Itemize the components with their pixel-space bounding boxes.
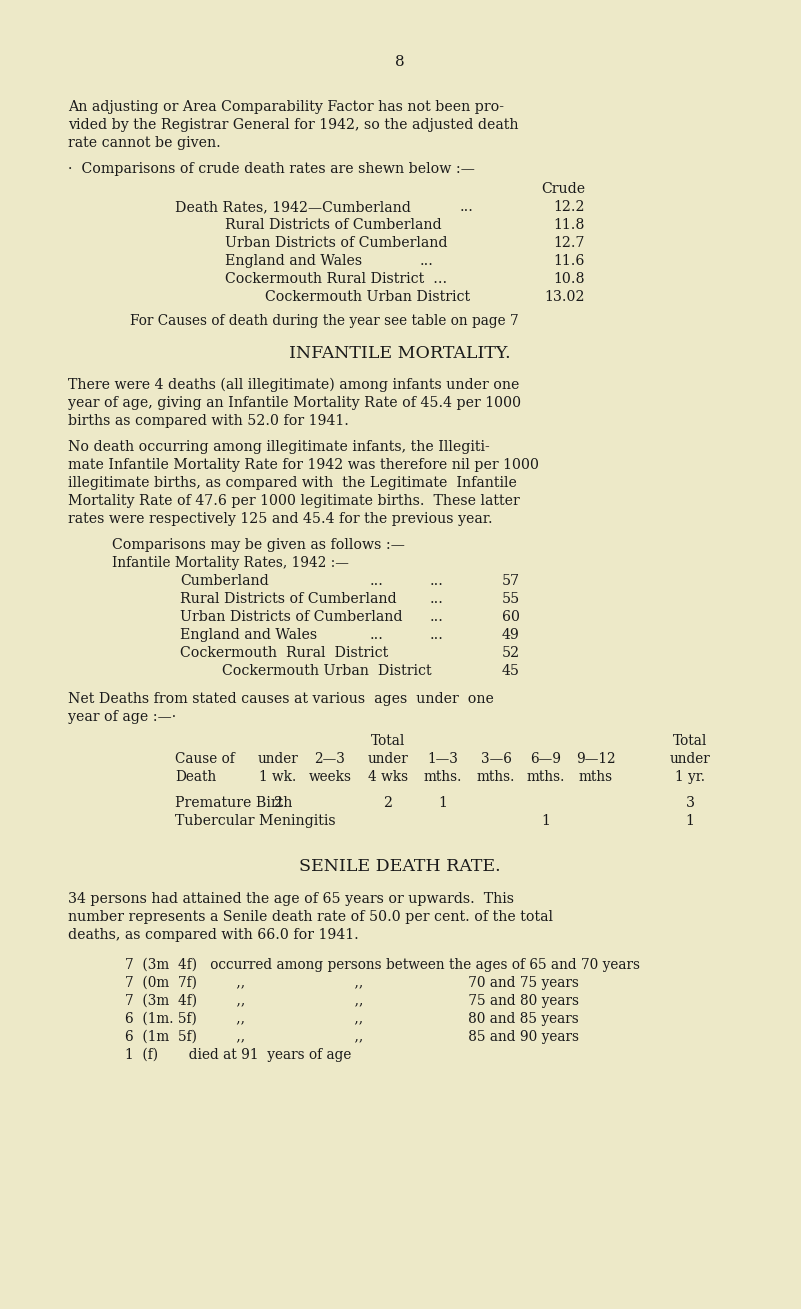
- Text: Cause of: Cause of: [175, 751, 235, 766]
- Text: 7  (0m  7f)         ,,                         ,,                        70 and : 7 (0m 7f) ,, ,, 70 and: [125, 977, 579, 991]
- Text: For Causes of death during the year see table on page 7: For Causes of death during the year see …: [130, 314, 518, 329]
- Text: ...: ...: [430, 575, 444, 588]
- Text: 7  (3m  4f)         ,,                         ,,                        75 and : 7 (3m 4f) ,, ,, 75 and: [125, 994, 579, 1008]
- Text: 60: 60: [502, 610, 520, 624]
- Text: mths.: mths.: [424, 770, 462, 784]
- Text: under: under: [258, 751, 299, 766]
- Text: Premature Birth: Premature Birth: [175, 796, 292, 810]
- Text: Death Rates, 1942—Cumberland: Death Rates, 1942—Cumberland: [175, 200, 411, 213]
- Text: vided by the Registrar General for 1942, so the adjusted death: vided by the Registrar General for 1942,…: [68, 118, 518, 132]
- Text: 45: 45: [502, 664, 520, 678]
- Text: 52: 52: [502, 647, 520, 660]
- Text: 2: 2: [384, 796, 392, 810]
- Text: 3—6: 3—6: [481, 751, 511, 766]
- Text: Total: Total: [673, 734, 707, 747]
- Text: 7  (3m  4f)   occurred among persons between the ages of 65 and 70 years: 7 (3m 4f) occurred among persons between…: [125, 958, 640, 973]
- Text: There were 4 deaths (all illegitimate) among infants under one: There were 4 deaths (all illegitimate) a…: [68, 378, 519, 393]
- Text: 6  (1m  5f)         ,,                         ,,                        85 and : 6 (1m 5f) ,, ,, 85 and: [125, 1030, 579, 1045]
- Text: ...: ...: [420, 254, 434, 268]
- Text: year of age :—·: year of age :—·: [68, 709, 176, 724]
- Text: Cumberland: Cumberland: [180, 575, 269, 588]
- Text: 49: 49: [502, 628, 520, 641]
- Text: No death occurring among illegitimate infants, the Illegiti-: No death occurring among illegitimate in…: [68, 440, 489, 454]
- Text: mate Infantile Mortality Rate for 1942 was therefore nil per 1000: mate Infantile Mortality Rate for 1942 w…: [68, 458, 539, 473]
- Text: births as compared with 52.0 for 1941.: births as compared with 52.0 for 1941.: [68, 414, 349, 428]
- Text: rate cannot be given.: rate cannot be given.: [68, 136, 221, 151]
- Text: Total: Total: [371, 734, 405, 747]
- Text: 6—9: 6—9: [530, 751, 562, 766]
- Text: Mortality Rate of 47.6 per 1000 legitimate births.  These latter: Mortality Rate of 47.6 per 1000 legitima…: [68, 493, 520, 508]
- Text: 6  (1m. 5f)         ,,                         ,,                        80 and : 6 (1m. 5f) ,, ,, 80 and: [125, 1012, 579, 1026]
- Text: year of age, giving an Infantile Mortality Rate of 45.4 per 1000: year of age, giving an Infantile Mortali…: [68, 397, 521, 410]
- Text: Crude: Crude: [541, 182, 585, 196]
- Text: ...: ...: [460, 200, 474, 213]
- Text: 11.6: 11.6: [553, 254, 585, 268]
- Text: number represents a Senile death rate of 50.0 per cent. of the total: number represents a Senile death rate of…: [68, 910, 553, 924]
- Text: An adjusting or Area Comparability Factor has not been pro-: An adjusting or Area Comparability Facto…: [68, 99, 504, 114]
- Text: INFANTILE MORTALITY.: INFANTILE MORTALITY.: [289, 346, 511, 363]
- Text: 2—3: 2—3: [315, 751, 345, 766]
- Text: 1: 1: [439, 796, 448, 810]
- Text: SENILE DEATH RATE.: SENILE DEATH RATE.: [300, 857, 501, 874]
- Text: 9—12: 9—12: [576, 751, 616, 766]
- Text: Rural Districts of Cumberland: Rural Districts of Cumberland: [225, 219, 441, 232]
- Text: under: under: [368, 751, 409, 766]
- Text: ...: ...: [370, 628, 384, 641]
- Text: Urban Districts of Cumberland: Urban Districts of Cumberland: [225, 236, 448, 250]
- Text: 1 wk.: 1 wk.: [260, 770, 296, 784]
- Text: mths: mths: [579, 770, 613, 784]
- Text: rates were respectively 125 and 45.4 for the previous year.: rates were respectively 125 and 45.4 for…: [68, 512, 493, 526]
- Text: ...: ...: [430, 610, 444, 624]
- Text: 1 yr.: 1 yr.: [675, 770, 705, 784]
- Text: under: under: [670, 751, 710, 766]
- Text: 57: 57: [502, 575, 520, 588]
- Text: Net Deaths from stated causes at various  ages  under  one: Net Deaths from stated causes at various…: [68, 692, 494, 706]
- Text: Cockermouth Urban District: Cockermouth Urban District: [265, 291, 470, 304]
- Text: 12.2: 12.2: [553, 200, 585, 213]
- Text: 55: 55: [501, 592, 520, 606]
- Text: illegitimate births, as compared with  the Legitimate  Infantile: illegitimate births, as compared with th…: [68, 476, 517, 490]
- Text: England and Wales: England and Wales: [225, 254, 362, 268]
- Text: Cockermouth Urban  District: Cockermouth Urban District: [222, 664, 432, 678]
- Text: Rural Districts of Cumberland: Rural Districts of Cumberland: [180, 592, 396, 606]
- Text: weeks: weeks: [308, 770, 352, 784]
- Text: Tubercular Meningitis: Tubercular Meningitis: [175, 814, 336, 829]
- Text: Infantile Mortality Rates, 1942 :—: Infantile Mortality Rates, 1942 :—: [112, 556, 349, 569]
- Text: Cockermouth Rural District  ...: Cockermouth Rural District ...: [225, 272, 447, 285]
- Text: 3: 3: [686, 796, 694, 810]
- Text: ·  Comparisons of crude death rates are shewn below :—: · Comparisons of crude death rates are s…: [68, 162, 475, 175]
- Text: Urban Districts of Cumberland: Urban Districts of Cumberland: [180, 610, 402, 624]
- Text: 2: 2: [273, 796, 283, 810]
- Text: Comparisons may be given as follows :—: Comparisons may be given as follows :—: [112, 538, 405, 552]
- Text: deaths, as compared with 66.0 for 1941.: deaths, as compared with 66.0 for 1941.: [68, 928, 359, 942]
- Text: ...: ...: [370, 575, 384, 588]
- Text: 13.02: 13.02: [545, 291, 585, 304]
- Text: 4 wks: 4 wks: [368, 770, 408, 784]
- Text: 1—3: 1—3: [428, 751, 458, 766]
- Text: mths.: mths.: [477, 770, 515, 784]
- Text: 1: 1: [541, 814, 550, 829]
- Text: 34 persons had attained the age of 65 years or upwards.  This: 34 persons had attained the age of 65 ye…: [68, 891, 514, 906]
- Text: 8: 8: [395, 55, 405, 69]
- Text: Death: Death: [175, 770, 216, 784]
- Text: 1  (f)       died at 91  years of age: 1 (f) died at 91 years of age: [125, 1049, 352, 1063]
- Text: 1: 1: [686, 814, 694, 829]
- Text: 11.8: 11.8: [553, 219, 585, 232]
- Text: Cockermouth  Rural  District: Cockermouth Rural District: [180, 647, 388, 660]
- Text: 10.8: 10.8: [553, 272, 585, 285]
- Text: England and Wales: England and Wales: [180, 628, 317, 641]
- Text: mths.: mths.: [527, 770, 566, 784]
- Text: 12.7: 12.7: [553, 236, 585, 250]
- Text: ...: ...: [430, 592, 444, 606]
- Text: ...: ...: [430, 628, 444, 641]
